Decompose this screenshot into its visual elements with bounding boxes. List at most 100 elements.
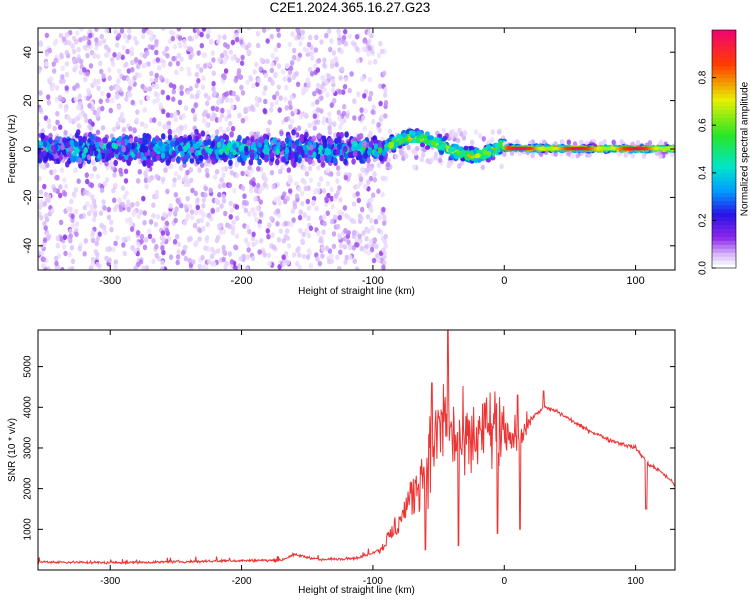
spectrogram-point <box>38 204 42 211</box>
colorbar-swatch <box>712 212 736 218</box>
spectrogram-point <box>38 189 44 195</box>
spectrogram-point <box>458 146 464 152</box>
spectrogram-point <box>257 249 262 255</box>
spectrogram-point <box>586 146 589 151</box>
spectrogram-point <box>73 117 78 123</box>
spectrogram-point <box>168 82 174 88</box>
spectrogram-point <box>383 243 389 249</box>
spectrogram-point <box>195 204 200 211</box>
spectrogram-point <box>119 111 125 118</box>
spectrogram-point <box>108 107 114 114</box>
spectrogram-point <box>297 264 302 270</box>
spectrogram-point <box>141 265 146 270</box>
spectrogram-point <box>324 32 329 39</box>
spectrogram-point <box>550 146 553 151</box>
spectrogram-point <box>285 228 290 234</box>
spectrogram-point <box>320 155 325 163</box>
spectrogram-point <box>230 225 236 231</box>
spectrogram-point <box>284 147 290 155</box>
spectrogram-point <box>378 40 383 47</box>
spectrogram-point <box>352 258 357 265</box>
spectrogram-point <box>661 146 665 151</box>
spectrogram-point <box>388 141 394 147</box>
spectrogram-point <box>47 123 52 129</box>
spectrogram-point <box>359 107 364 113</box>
spectrogram-point <box>129 50 134 57</box>
spectrogram-point <box>230 39 236 46</box>
spectrogram-point <box>223 56 229 62</box>
spectrogram-point <box>70 43 76 49</box>
spectrogram-point <box>199 217 204 224</box>
spectrogram-point <box>437 133 443 139</box>
colorbar-swatch <box>712 141 736 146</box>
spectrogram-point <box>561 146 564 151</box>
spectrogram-point <box>139 121 145 127</box>
spectrogram-point <box>299 136 304 143</box>
spectrogram-point <box>298 209 303 215</box>
spectrogram-point <box>263 72 268 79</box>
colorbar-swatch <box>712 153 736 158</box>
spectrogram-point <box>327 137 333 145</box>
spectrogram-point <box>84 117 89 124</box>
spectrogram-point <box>623 152 628 158</box>
spectrogram-point <box>478 133 483 139</box>
spectrogram-point <box>343 174 348 181</box>
spectrogram-point <box>99 222 104 229</box>
spectrogram-point <box>304 86 309 93</box>
spectrogram-point <box>199 42 204 49</box>
spectrogram-point <box>66 151 72 158</box>
spectrogram-point <box>120 139 126 146</box>
spectrogram-point <box>439 144 445 150</box>
colorbar-swatch <box>712 61 736 67</box>
spectrogram-point <box>155 57 160 63</box>
spectrogram-point <box>137 59 143 66</box>
spectrogram-point <box>130 99 135 106</box>
spectrogram-point <box>192 116 198 122</box>
spectrogram-point <box>343 28 348 35</box>
spectrogram-point <box>199 209 204 215</box>
spectrogram-point <box>155 97 160 103</box>
spectrogram-point <box>173 171 179 177</box>
spectrogram-point <box>232 187 237 194</box>
spectrogram-point <box>168 254 174 260</box>
spectrogram-point <box>362 125 367 132</box>
spectrogram-point <box>206 28 211 34</box>
spectrogram-point <box>85 52 90 59</box>
spectrogram-point <box>44 51 49 57</box>
spectrogram-point <box>495 147 501 153</box>
colorbar-swatch <box>712 236 736 241</box>
spectrogram-point <box>265 127 271 134</box>
spectrogram-point <box>275 158 280 166</box>
spectrogram-point <box>55 174 60 181</box>
spectrogram-point <box>235 215 240 221</box>
spectrogram-point <box>52 68 57 74</box>
spectrogram-point <box>194 135 200 142</box>
spectrogram-point <box>365 228 370 234</box>
spectrogram-point <box>100 105 105 112</box>
spectrogram-point <box>271 244 276 250</box>
spectrogram-point <box>99 187 105 193</box>
spectrogram-point <box>658 153 663 159</box>
spectrogram-point <box>312 125 317 131</box>
spectrogram-point <box>70 213 75 220</box>
spectrogram-point <box>252 69 257 75</box>
spectrogram-point <box>151 83 156 89</box>
spectrogram-point <box>212 261 217 268</box>
spectrogram-point <box>107 67 112 73</box>
spectrogram-point <box>119 28 125 34</box>
spectrogram-point <box>175 253 181 260</box>
spectrogram-point <box>100 152 106 160</box>
spectrogram-point <box>505 146 508 151</box>
spectrogram-point <box>354 45 360 52</box>
spectrogram-point <box>251 231 256 238</box>
spectrogram-point <box>325 180 330 187</box>
spectrogram-point <box>327 155 332 162</box>
spectrogram-point <box>377 127 382 134</box>
spectrogram-point <box>200 130 206 137</box>
colorbar-swatch <box>712 105 736 110</box>
spectrogram-point <box>230 104 235 110</box>
spectrogram-point <box>90 230 96 236</box>
spectrogram-point <box>123 178 129 184</box>
spectrogram-point <box>145 167 150 173</box>
spectrogram-point <box>342 244 347 250</box>
